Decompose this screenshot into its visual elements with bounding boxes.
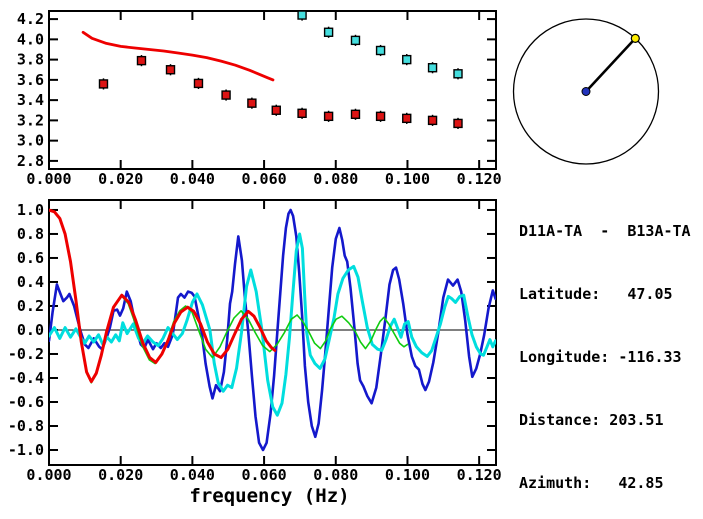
y-tick-label: 0.0 xyxy=(17,321,44,339)
group-velocity-squares xyxy=(98,55,463,129)
center-station-dot xyxy=(581,87,591,96)
x-tick-label: 0.040 xyxy=(170,466,215,484)
square-marker xyxy=(453,69,463,79)
azimuth-line: Azimuth: 42.85 xyxy=(519,474,664,492)
square-marker xyxy=(375,45,386,56)
y-tick-label: -0.2 xyxy=(8,345,44,363)
square-marker xyxy=(453,118,463,129)
y-tick-label: 0.2 xyxy=(17,297,44,315)
square-marker xyxy=(297,11,307,20)
azimuth-compass xyxy=(512,18,660,165)
dispersion-plot-series xyxy=(81,11,463,129)
x-axis-label: frequency (Hz) xyxy=(189,485,349,507)
reference-dispersion-curve xyxy=(81,30,275,82)
dispersion-plot-frame xyxy=(48,10,497,170)
y-tick-label: 4.0 xyxy=(17,30,44,48)
square-marker xyxy=(271,105,281,115)
longitude-line: Longitude: -116.33 xyxy=(519,348,682,366)
waveform-red xyxy=(49,208,277,384)
y-tick-label: -1.0 xyxy=(8,441,44,459)
y-tick-label: 2.8 xyxy=(17,152,44,170)
spectra-plot-series xyxy=(49,208,496,452)
x-tick-label: 0.100 xyxy=(385,466,430,484)
azimuth-rim-dot xyxy=(630,33,640,43)
square-marker xyxy=(247,98,257,108)
x-tick-label: 0.020 xyxy=(98,466,143,484)
y-tick-label: -0.8 xyxy=(8,417,44,435)
azimuth-line xyxy=(585,37,637,93)
y-tick-label: 4.2 xyxy=(17,10,44,28)
y-tick-label: 0.4 xyxy=(17,273,44,291)
x-tick-label: 0.100 xyxy=(385,170,430,188)
square-marker xyxy=(323,27,334,37)
compass-circle xyxy=(512,18,660,165)
spectra-plot-frame xyxy=(48,199,497,466)
square-marker xyxy=(375,111,386,122)
square-marker xyxy=(136,55,147,66)
square-marker xyxy=(193,78,204,89)
distance-line: Distance: 203.51 xyxy=(519,411,664,429)
x-tick-label: 0.000 xyxy=(26,466,71,484)
y-tick-label: -0.4 xyxy=(8,369,44,387)
y-tick-label: 3.0 xyxy=(17,132,44,150)
x-tick-label: 0.080 xyxy=(313,466,358,484)
spectra-plot: 0.000 0.020 0.040 0.060 0.080 0.100 0.120 -1.0 -… xyxy=(8,199,502,507)
square-marker xyxy=(165,65,176,75)
waveform-green xyxy=(49,209,409,384)
x-tick-label: 0.120 xyxy=(457,170,502,188)
y-tick-label: 3.8 xyxy=(17,51,44,69)
waveform-cyan xyxy=(49,232,496,417)
square-marker xyxy=(427,115,438,126)
waveform-cyan-polyline xyxy=(49,232,496,417)
x-tick-label: 0.000 xyxy=(26,170,71,188)
x-tick-label: 0.040 xyxy=(170,170,215,188)
y-tick-label: 0.6 xyxy=(17,249,44,267)
y-tick-label: 3.4 xyxy=(17,91,44,109)
waveform-blue-polyline xyxy=(49,208,496,452)
y-tick-label: 3.2 xyxy=(17,111,44,129)
square-marker xyxy=(402,113,412,124)
waveform-blue xyxy=(49,208,496,452)
waveform-red-polyline xyxy=(49,208,277,384)
x-tick-label: 0.080 xyxy=(313,170,358,188)
phase-velocity-squares xyxy=(297,11,463,80)
station-info-panel: D11A-TA - B13A-TA Latitude: 47.05 Longit… xyxy=(519,179,691,519)
station-pair-label: D11A-TA - B13A-TA xyxy=(519,222,691,240)
square-marker xyxy=(221,90,231,100)
square-marker xyxy=(350,109,361,120)
x-tick-label: 0.060 xyxy=(241,170,286,188)
dispersion-plot: 0.000 0.020 0.040 0.060 0.080 0.100 0.120 2.8 3.… xyxy=(17,10,502,188)
y-tick-label: 1.0 xyxy=(17,201,44,219)
square-marker xyxy=(323,111,334,122)
latitude-line: Latitude: 47.05 xyxy=(519,285,673,303)
y-tick-label: 3.6 xyxy=(17,71,44,89)
square-marker xyxy=(98,79,109,89)
square-marker xyxy=(297,108,307,118)
square-marker xyxy=(427,63,438,73)
y-tick-label: 0.8 xyxy=(17,225,44,243)
y-tick-label: -0.6 xyxy=(8,393,44,411)
waveform-green-polyline xyxy=(49,209,409,384)
reference-dispersion-curve-polyline xyxy=(81,30,275,82)
square-marker xyxy=(350,35,361,46)
x-tick-label: 0.060 xyxy=(241,466,286,484)
square-marker xyxy=(402,54,412,65)
x-tick-label: 0.120 xyxy=(457,466,502,484)
x-tick-label: 0.020 xyxy=(98,170,143,188)
